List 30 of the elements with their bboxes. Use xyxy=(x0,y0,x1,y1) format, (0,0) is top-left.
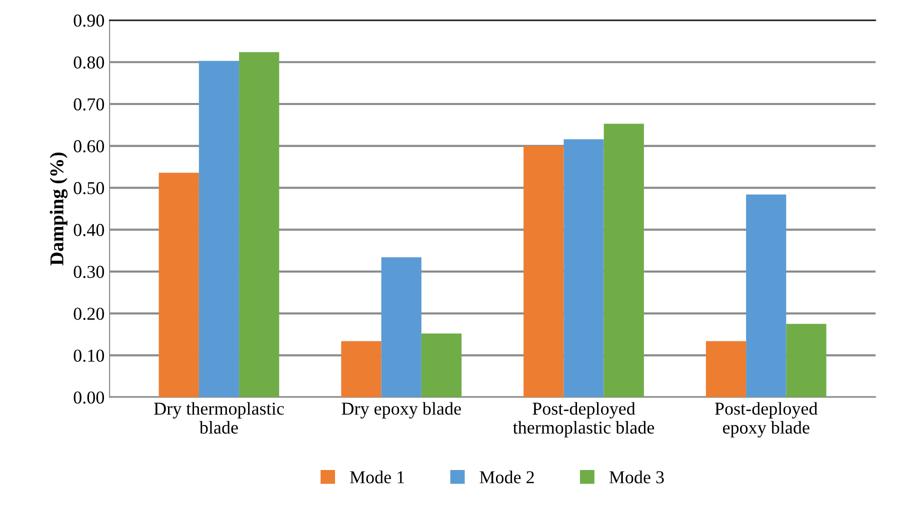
bar xyxy=(158,172,199,398)
x-tick-label: Dry thermoplastic blade xyxy=(154,402,284,434)
y-axis-title: Damping (%) xyxy=(50,152,68,266)
bar xyxy=(381,257,422,398)
y-tick-label: 0.50 xyxy=(74,182,104,194)
y-tick-label: 0.00 xyxy=(74,391,104,404)
bar xyxy=(421,334,462,398)
bar xyxy=(746,194,786,398)
x-tick-label: Post-deployed epoxy blade xyxy=(714,402,818,438)
bar xyxy=(564,139,604,398)
legend-label: Mode 3 xyxy=(609,470,664,484)
legend-label: Mode 1 xyxy=(350,470,404,484)
y-tick-label: 0.60 xyxy=(74,140,104,152)
bar xyxy=(604,124,644,398)
x-tick-label: Dry epoxy blade xyxy=(342,402,461,418)
bar xyxy=(786,324,826,398)
bar xyxy=(341,341,382,398)
bar xyxy=(706,341,746,398)
y-tick-label: 0.80 xyxy=(74,56,104,69)
bar xyxy=(524,146,564,398)
x-tick-label: Post-deployed thermoplastic blade xyxy=(512,402,654,438)
y-tick-label: 0.20 xyxy=(74,308,104,320)
y-tick-label: 0.10 xyxy=(74,350,104,362)
y-tick-label: 0.90 xyxy=(74,14,104,27)
legend-label: Mode 2 xyxy=(480,470,534,484)
bar xyxy=(198,60,240,398)
y-tick-label: 0.70 xyxy=(74,98,104,111)
y-tick-label: 0.40 xyxy=(74,224,104,236)
bar xyxy=(239,52,280,398)
y-tick-label: 0.30 xyxy=(74,266,104,278)
